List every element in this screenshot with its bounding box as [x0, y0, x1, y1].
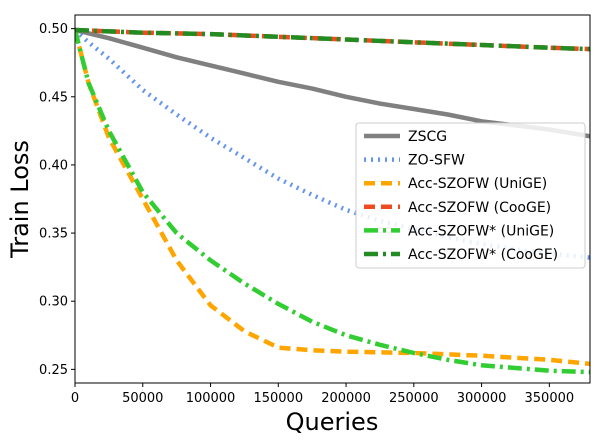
- y-tick-label: 0.30: [39, 295, 68, 310]
- series-line-6: [75, 27, 590, 52]
- y-tick-label: 0.35: [39, 227, 68, 242]
- x-tick-label: 200000: [321, 391, 371, 406]
- legend-label: Acc-SZOFW (CooGE): [408, 200, 551, 216]
- series-line-3: [75, 29, 590, 367]
- y-axis-title: Train Loss: [6, 140, 34, 259]
- y-tick-label: 0.50: [39, 22, 68, 37]
- x-tick-label: 0: [71, 391, 79, 406]
- x-axis: 0 50000 100000 150000 200000 250000 300000 3500…: [71, 383, 574, 406]
- legend-label: ZO-SFW: [408, 153, 465, 169]
- legend-label: ZSCG: [408, 129, 447, 145]
- legend-box: [355, 122, 586, 269]
- series-line-5: [75, 29, 590, 375]
- legend-label: Acc-SZOFW* (CooGE): [408, 247, 558, 263]
- legend-label: Acc-SZOFW (UniGE): [408, 176, 547, 192]
- x-tick-label: 100000: [186, 391, 236, 406]
- legend-label: Acc-SZOFW* (UniGE): [408, 223, 554, 239]
- y-tick-label: 0.40: [39, 158, 68, 173]
- y-axis: 0.25 0.30 0.35 0.40 0.45 0.50: [39, 22, 75, 378]
- x-tick-label: 50000: [122, 391, 163, 406]
- x-tick-label: 250000: [389, 391, 439, 406]
- y-tick-label: 0.25: [39, 363, 68, 378]
- x-axis-title: Queries: [286, 408, 379, 436]
- plot-frame: [74, 14, 591, 384]
- y-tick-label: 0.45: [39, 90, 68, 105]
- legend: ZSCG ZO-SFW Acc-SZOFW (UniGE) Acc-SZOFW (Co…: [355, 122, 586, 269]
- x-tick-label: 150000: [253, 391, 303, 406]
- x-tick-label: 300000: [457, 391, 507, 406]
- x-tick-label: 350000: [525, 391, 575, 406]
